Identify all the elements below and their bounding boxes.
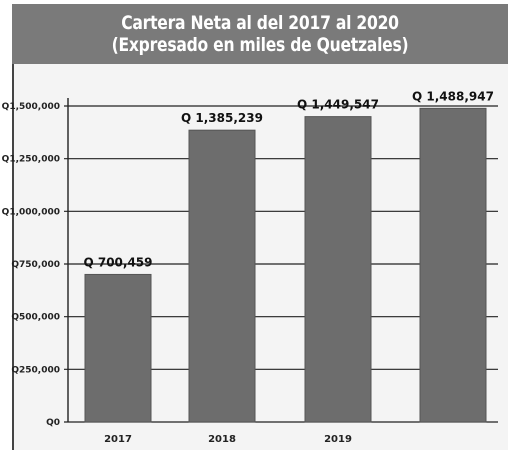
chart-subtitle: (Expresado en miles de Quetzales)	[111, 34, 409, 56]
x-tick-label: 2017	[104, 434, 132, 445]
panel-left-border	[12, 64, 14, 450]
data-label: Q 700,459	[83, 255, 152, 269]
data-label: Q 1,449,547	[297, 98, 379, 112]
y-tick-label: Q1,500,000	[2, 102, 60, 112]
bar	[419, 107, 487, 423]
y-tick-label: Q250,000	[11, 365, 60, 375]
x-tick-label: 2019	[324, 434, 352, 445]
chart-title-bar: Cartera Neta al del 2017 al 2020 (Expres…	[12, 4, 508, 64]
y-tick-label: Q0	[46, 418, 60, 428]
data-label: Q 1,488,947	[412, 89, 494, 103]
bar	[304, 116, 372, 423]
y-tick-label: Q750,000	[11, 260, 60, 270]
data-label: Q 1,385,239	[181, 111, 263, 125]
y-tick-label: Q1,000,000	[2, 207, 60, 217]
bar	[84, 273, 152, 423]
bar	[188, 129, 256, 423]
y-tick-label: Q1,250,000	[2, 155, 60, 165]
x-tick-label: 2018	[208, 434, 236, 445]
y-tick-label: Q500,000	[11, 313, 60, 323]
chart-title: Cartera Neta al del 2017 al 2020	[121, 12, 399, 34]
